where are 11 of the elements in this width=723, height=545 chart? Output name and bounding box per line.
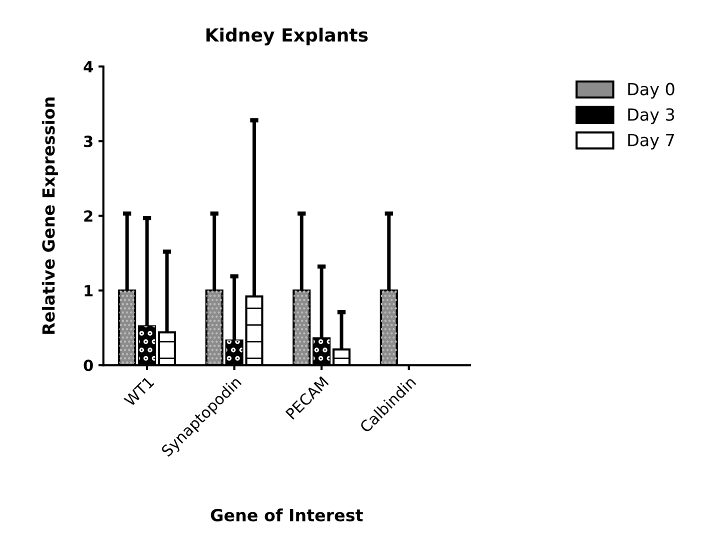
y-tick-label: 4 [84, 61, 93, 72]
y-tick-label: 0 [84, 360, 93, 372]
legend-label: Day 3 [628, 108, 674, 124]
y-tick-label: 2 [84, 210, 92, 222]
y-tick-label: 3 [84, 136, 92, 148]
legend-label: Day 0 [628, 82, 674, 99]
legend-label: Day 7 [628, 134, 674, 150]
chart-title: Kidney Explants [206, 28, 368, 46]
y-tick-label: 1 [84, 285, 93, 296]
y-axis-title: Relative Gene Expression [42, 98, 58, 334]
x-axis-title: Gene of Interest [210, 508, 363, 522]
